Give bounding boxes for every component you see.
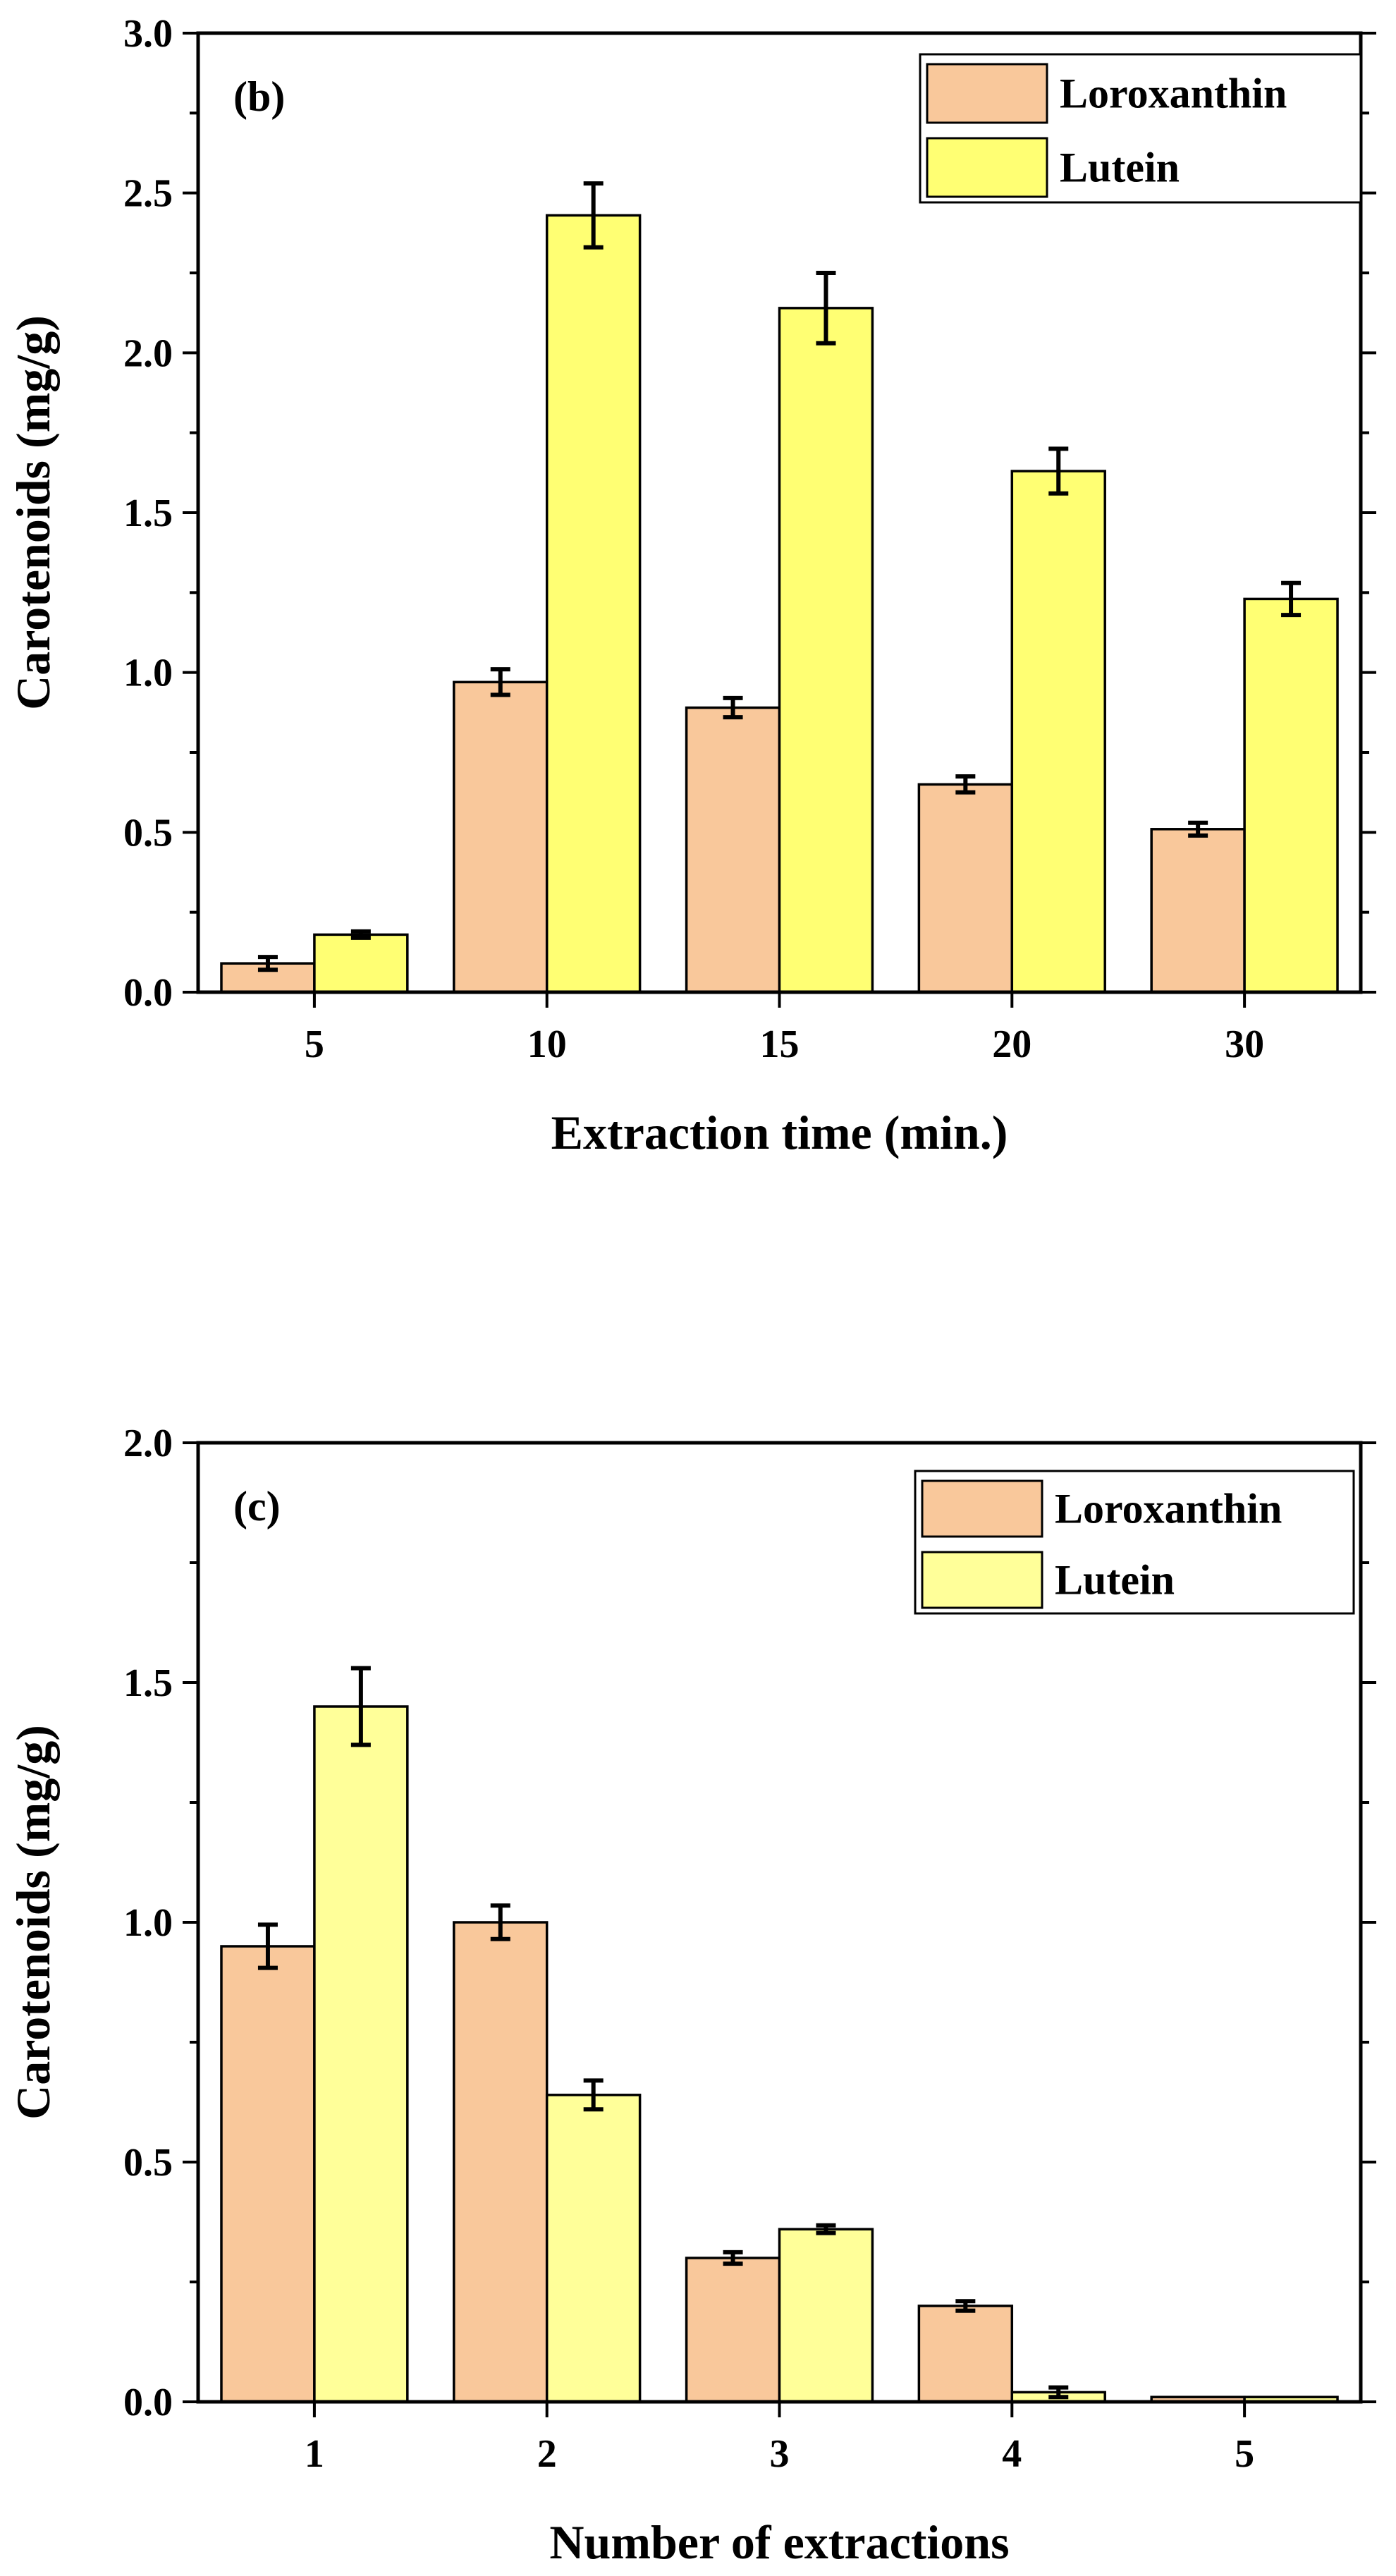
legend-label-lutein: Lutein (1060, 145, 1180, 191)
bar-loroxanthin-15 (685, 706, 781, 994)
bar-loroxanthin-2 (453, 1921, 549, 2403)
y-axis-title: Carotenoids (mg/g) (6, 1725, 60, 2120)
x-tick-label: 20 (992, 1023, 1031, 1066)
y-tick-label: 1.5 (123, 1661, 173, 1705)
error-bar-lutein-15 (816, 271, 836, 346)
error-bar-lutein-3 (816, 2223, 836, 2235)
panel-label: (c) (233, 1483, 281, 1530)
x-tick-label: 1 (305, 2432, 324, 2476)
panel-label: (b) (233, 73, 285, 120)
error-bar-lutein-20 (1048, 446, 1069, 496)
error-bar-loroxanthin-3 (723, 2250, 743, 2266)
bar-loroxanthin-1 (220, 1945, 316, 2403)
bar-lutein-1 (313, 1705, 409, 2403)
x-axis-title: Number of extractions (549, 2515, 1009, 2569)
bar-lutein-30 (1243, 597, 1339, 994)
x-axis-title: Extraction time (min.) (551, 1106, 1008, 1159)
error-bar-lutein-10 (583, 181, 604, 250)
error-bar-loroxanthin-10 (490, 667, 510, 697)
y-tick-label: 3.0 (123, 12, 173, 56)
y-tick-label: 1.0 (123, 1901, 173, 1945)
bar-lutein-15 (778, 307, 874, 994)
legend-label-loroxanthin: Loroxanthin (1060, 71, 1287, 117)
x-tick-label: 5 (1235, 2432, 1254, 2476)
error-bar-lutein-30 (1281, 580, 1302, 618)
y-tick-label: 2.5 (123, 172, 173, 216)
error-bar-lutein-5 (350, 929, 371, 940)
error-bar-loroxanthin-4 (955, 2299, 976, 2313)
bar-lutein-10 (545, 214, 642, 994)
error-bar-loroxanthin-30 (1188, 820, 1208, 838)
y-tick-label: 2.0 (123, 1422, 173, 1465)
error-bar-loroxanthin-15 (723, 695, 743, 720)
y-tick-label: 1.0 (123, 652, 173, 695)
error-bar-loroxanthin-20 (955, 774, 976, 795)
x-tick-label: 10 (527, 1023, 567, 1066)
bar-loroxanthin-3 (685, 2257, 781, 2403)
bar-loroxanthin-20 (917, 783, 1014, 994)
error-bar-loroxanthin-2 (490, 1903, 510, 1941)
y-tick-label: 0.0 (123, 971, 173, 1015)
x-tick-label: 15 (760, 1023, 800, 1066)
legend-swatch-loroxanthin (926, 63, 1048, 124)
bar-lutein-2 (545, 2094, 642, 2403)
bar-lutein-5 (313, 933, 409, 994)
bar-loroxanthin-4 (917, 2305, 1014, 2403)
chart-panel-c: 0.0 0.5 1.0 1.5 2.0 1 2 3 4 5 Number of extraction… (6, 1422, 1376, 2569)
legend-swatch-lutein (926, 137, 1048, 198)
error-bar-lutein-4 (1048, 2385, 1069, 2400)
y-tick-label: 0.5 (123, 811, 173, 855)
bar-loroxanthin-10 (453, 680, 549, 994)
x-tick-label: 2 (537, 2432, 557, 2476)
y-tick-label: 0.0 (123, 2381, 173, 2424)
legend-label-loroxanthin: Loroxanthin (1055, 1486, 1282, 1532)
legend-label-lutein: Lutein (1055, 1557, 1175, 1604)
legend-swatch-lutein (921, 1551, 1043, 1609)
legend-swatch-loroxanthin (921, 1479, 1043, 1538)
y-tick-label: 2.0 (123, 331, 173, 375)
x-tick-label: 3 (770, 2432, 790, 2476)
x-tick-label: 5 (305, 1023, 324, 1066)
bar-lutein-20 (1010, 470, 1106, 994)
y-axis-title: Carotenoids (mg/g) (6, 315, 60, 710)
bar-lutein-3 (778, 2228, 874, 2403)
error-bar-lutein-2 (583, 2078, 604, 2112)
error-bar-lutein-1 (350, 1666, 371, 1747)
x-tick-label: 4 (1002, 2432, 1022, 2476)
y-tick-label: 1.5 (123, 492, 173, 535)
chart-panel-b: 0.0 0.5 1.0 1.5 2.0 2.5 3.0 5 10 15 20 30 Extraction… (6, 12, 1376, 1159)
bar-loroxanthin-30 (1150, 828, 1246, 994)
error-bar-loroxanthin-5 (257, 955, 278, 972)
y-tick-label: 0.5 (123, 2141, 173, 2185)
error-bar-loroxanthin-1 (257, 1922, 278, 1970)
x-tick-label: 30 (1225, 1023, 1264, 1066)
